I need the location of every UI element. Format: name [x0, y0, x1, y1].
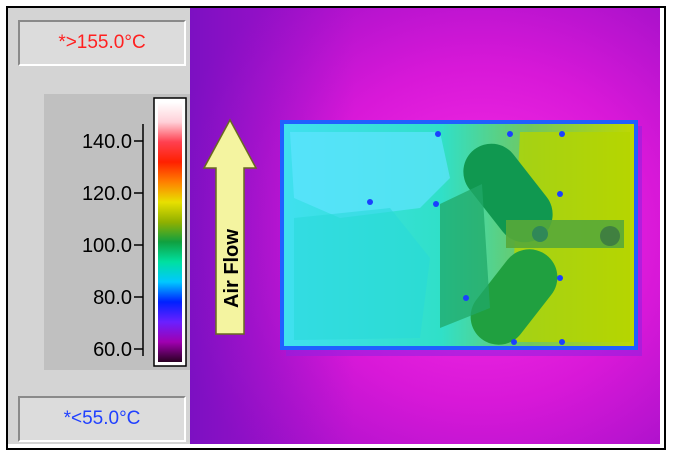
max-temperature-text: *>155.0°C [58, 32, 146, 53]
scale-tick-label: 60.0 [93, 339, 132, 361]
color-scale-graphic: 140.0 120.0 100.0 80.0 60.0 [82, 97, 187, 367]
temperature-scale-panel: *>155.0°C 140.0 120.0 100.0 80.0 60.0 *<55.0… [8, 8, 196, 444]
cool-region [290, 132, 450, 218]
scale-ticks: 140.0 120.0 100.0 80.0 60.0 [82, 131, 143, 361]
heatsink-shadow-left [440, 184, 490, 328]
component-right [600, 226, 620, 246]
air-flow-arrow-shape [202, 118, 258, 335]
min-temperature-text: *<55.0°C [63, 408, 141, 429]
color-scale: 140.0 120.0 100.0 80.0 60.0 [44, 94, 196, 370]
air-flow-arrow: Air Flow [202, 118, 258, 335]
thermal-image: Air Flow [190, 8, 660, 444]
scale-tick-label: 80.0 [93, 287, 132, 309]
color-bar [158, 102, 182, 362]
thermal-image-graphic: Air Flow [190, 8, 660, 444]
heatsink-fin-lower [470, 249, 558, 345]
heatsink-fin-upper [463, 143, 553, 243]
cool-region-lower [294, 208, 430, 340]
max-temperature-label: *>155.0°C [18, 20, 186, 66]
min-temperature-label: *<55.0°C [18, 396, 186, 442]
scale-tick-label: 100.0 [82, 235, 132, 257]
air-flow-label: Air Flow [221, 229, 243, 308]
component-center [532, 226, 548, 242]
scale-tick-label: 140.0 [82, 131, 132, 153]
mounting-dots [367, 131, 565, 345]
scale-tick-label: 120.0 [82, 183, 132, 205]
